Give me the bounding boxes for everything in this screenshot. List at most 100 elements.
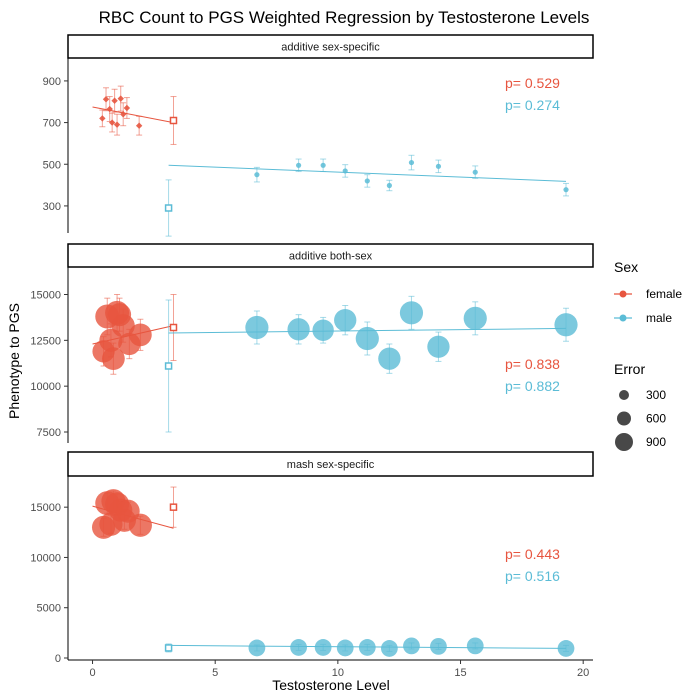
strip-label: additive both-sex — [289, 251, 373, 263]
male-hollow-point — [164, 204, 173, 212]
x-tick-label: 15 — [454, 667, 466, 679]
male-data-point — [408, 159, 415, 166]
female-hollow-point — [169, 116, 178, 125]
male-data-point — [287, 318, 310, 341]
male-data-point — [430, 638, 447, 655]
strip-box — [67, 34, 594, 59]
female-p-value: p= 0.529 — [505, 75, 560, 91]
x-axis-title: Testosterone Level — [272, 677, 390, 693]
y-tick-label: 300 — [43, 201, 61, 213]
female-data-point — [102, 96, 110, 103]
female-regression-line — [92, 106, 174, 124]
legend-title-error: Error — [614, 361, 645, 377]
male-data-point — [554, 313, 578, 337]
x-tick-label: 5 — [212, 667, 218, 679]
facet-panel: mash sex-specific 0 5000 10000 15000 p= 0.443… — [30, 451, 594, 665]
female-series — [92, 294, 178, 375]
x-tick-label: 10 — [332, 667, 344, 679]
male-data-point — [312, 319, 334, 341]
y-tick-label: 900 — [43, 76, 61, 88]
facet-panel: additive sex-specific 300 500 700 900 p= 0.52… — [43, 34, 594, 237]
female-series — [92, 85, 178, 145]
female-data-point — [108, 119, 116, 126]
male-data-point — [355, 326, 379, 351]
y-tick-label: 10000 — [30, 552, 61, 564]
y-tick-label: 12500 — [30, 335, 61, 347]
x-tick-label: 20 — [577, 667, 589, 679]
male-data-point — [472, 169, 478, 175]
female-data-point — [111, 97, 118, 104]
legend-label-male: male — [646, 311, 672, 325]
male-p-value: p= 0.274 — [505, 97, 560, 113]
male-data-point — [557, 640, 575, 657]
male-data-point — [386, 182, 392, 189]
strip-box — [67, 451, 594, 477]
female-data-point — [113, 121, 121, 128]
legend-size-key — [617, 411, 631, 426]
female-hollow-point — [169, 503, 178, 511]
male-data-point — [334, 309, 357, 332]
y-tick-label: 15000 — [30, 290, 61, 302]
male-data-point — [427, 335, 450, 358]
female-p-value: p= 0.838 — [505, 356, 560, 372]
male-data-point — [463, 306, 487, 330]
male-data-point — [254, 172, 260, 178]
female-data-point — [117, 95, 124, 102]
female-series — [91, 486, 178, 539]
female-data-point — [128, 323, 152, 347]
male-p-value: p= 0.516 — [505, 568, 560, 584]
female-p-value: p= 0.443 — [505, 546, 560, 562]
female-hollow-point — [169, 323, 178, 332]
male-series — [164, 295, 578, 433]
legend-key-point — [619, 290, 627, 298]
y-tick-label: 500 — [43, 159, 61, 171]
male-data-point — [403, 637, 420, 655]
x-axis: 0 5 10 15 20 — [68, 659, 593, 679]
y-tick-label: 15000 — [30, 502, 61, 514]
male-data-point — [320, 162, 326, 168]
male-hollow-point — [164, 362, 173, 370]
chart-title: RBC Count to PGS Weighted Regression by … — [99, 8, 590, 27]
male-hollow-point — [164, 644, 173, 652]
male-data-point — [364, 178, 370, 184]
legend-title-sex: Sex — [614, 259, 638, 275]
legend-size-key — [615, 433, 633, 451]
male-series — [164, 154, 570, 237]
male-data-point — [399, 301, 424, 325]
male-data-point — [248, 639, 266, 657]
male-data-point — [290, 639, 307, 656]
male-p-value: p= 0.882 — [505, 378, 560, 394]
strip-label: additive sex-specific — [281, 42, 380, 54]
female-data-point — [119, 111, 127, 118]
female-data-point — [102, 347, 125, 371]
male-regression-line — [168, 164, 567, 182]
legend-size-label: 900 — [646, 435, 666, 449]
y-tick-label: 700 — [43, 118, 61, 130]
female-data-point — [99, 115, 106, 122]
female-data-point — [123, 104, 131, 112]
male-data-point — [314, 639, 332, 656]
male-data-point — [342, 168, 348, 174]
y-tick-label: 5000 — [37, 603, 61, 615]
legend-size-label: 600 — [646, 412, 666, 426]
male-series — [164, 637, 575, 657]
legend-label-female: female — [646, 287, 682, 301]
male-data-point — [336, 639, 354, 657]
female-data-point — [128, 513, 152, 537]
male-data-point — [563, 187, 569, 193]
male-data-point — [245, 315, 269, 340]
x-tick-label: 0 — [89, 667, 95, 679]
male-data-point — [435, 163, 442, 169]
male-data-point — [358, 639, 376, 656]
y-axis-title: Phenotype to PGS — [6, 303, 22, 419]
male-data-point — [378, 347, 401, 370]
facet-panels: additive sex-specific 300 500 700 900 p= 0.52… — [30, 34, 594, 665]
strip-box — [67, 243, 594, 268]
legend-size-key — [619, 390, 629, 400]
y-tick-label: 7500 — [37, 427, 61, 439]
legend-key-point — [619, 314, 627, 322]
legend-size-label: 300 — [646, 388, 666, 402]
y-tick-label: 10000 — [30, 381, 61, 393]
female-data-point — [135, 122, 143, 129]
